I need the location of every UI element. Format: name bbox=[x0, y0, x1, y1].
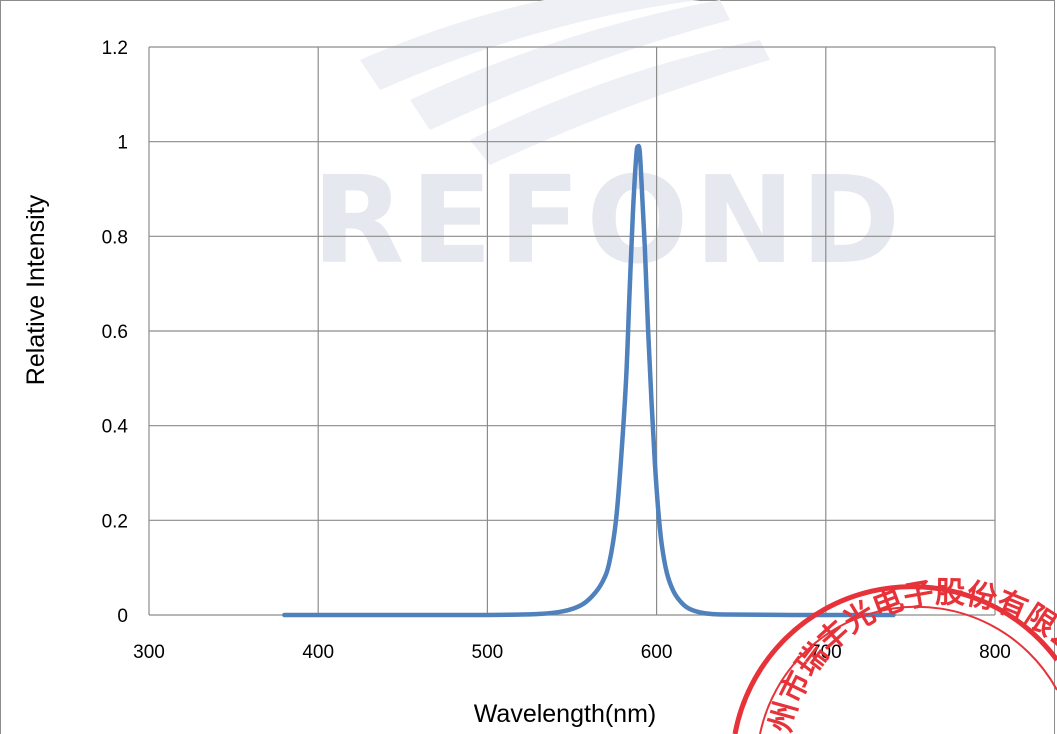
y-tick-labels: 0 0.2 0.4 0.6 0.8 1 1.2 bbox=[102, 38, 129, 627]
x-tick-label: 400 bbox=[302, 642, 334, 663]
spectrum-line bbox=[282, 143, 896, 618]
grid-lines bbox=[148, 46, 996, 616]
watermark-logo: REFOND bbox=[312, 0, 906, 291]
x-tick-labels: 300 400 500 600 700 800 bbox=[133, 642, 1011, 663]
y-tick-label: 1.2 bbox=[102, 38, 128, 59]
y-tick-label: 0.8 bbox=[102, 227, 128, 248]
y-tick-label: 0.6 bbox=[102, 322, 128, 343]
x-tick-label: 500 bbox=[472, 642, 504, 663]
x-tick-label: 800 bbox=[979, 642, 1011, 663]
x-tick-label: 300 bbox=[133, 642, 165, 663]
y-tick-label: 0.2 bbox=[102, 511, 128, 532]
x-tick-label: 700 bbox=[810, 642, 842, 663]
y-axis-title: Relative Intensity bbox=[22, 194, 50, 385]
y-tick-label: 0.4 bbox=[102, 417, 129, 438]
series-layer bbox=[282, 143, 896, 618]
stamp-text-path: 州市瑞丰光电子股份有限公 bbox=[763, 575, 1057, 734]
x-tick-label: 600 bbox=[641, 642, 673, 663]
y-tick-label: 0 bbox=[117, 606, 128, 627]
x-axis-title: Wavelength(nm) bbox=[474, 700, 656, 728]
watermark-text: REFOND bbox=[312, 152, 906, 291]
stamp-text: 州市瑞丰光电子股份有限公 bbox=[763, 575, 1057, 734]
y-tick-label: 1 bbox=[117, 133, 128, 154]
